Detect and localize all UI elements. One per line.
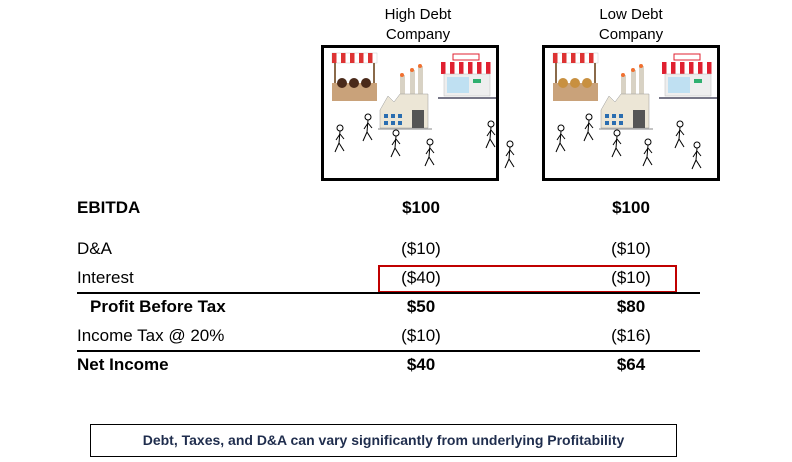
- person-walking-icon: [424, 138, 435, 167]
- row-label-income-tax: Income Tax @ 20%: [77, 326, 225, 345]
- person-walking-icon: [334, 124, 345, 153]
- market-stall-icon: [552, 52, 599, 101]
- person-walking-icon: [611, 129, 622, 158]
- row-label-da: D&A: [77, 239, 112, 258]
- header-line: Low Debt: [599, 6, 663, 23]
- person-walking-icon: [691, 141, 702, 170]
- value-low-tax: ($16): [611, 326, 651, 345]
- row-label-net-income: Net Income: [77, 355, 169, 374]
- storefront-icon: [438, 53, 496, 99]
- value-high-tax: ($10): [401, 326, 441, 345]
- value-low-da: ($10): [611, 239, 651, 258]
- high-debt-header: High Debt Company: [338, 5, 498, 45]
- header-line: High Debt: [384, 6, 452, 23]
- value-low-interest: ($10): [611, 268, 651, 287]
- value-high-net-income: $40: [406, 355, 436, 374]
- person-walking-icon: [485, 120, 496, 149]
- value-low-net-income: $64: [616, 355, 646, 374]
- value-low-ebitda: $100: [612, 198, 650, 217]
- factory-icon: [378, 64, 432, 130]
- takeaway-note: Debt, Taxes, and D&A can vary significan…: [90, 424, 677, 457]
- high-debt-company-illustration: [321, 45, 499, 181]
- market-stall-icon: [331, 52, 378, 101]
- row-label-profit-before-tax: Profit Before Tax: [90, 297, 226, 316]
- value-low-pbt: $80: [616, 297, 646, 316]
- person-walking-icon: [504, 140, 515, 169]
- interest-highlight-box: [378, 265, 677, 293]
- value-high-interest: ($40): [401, 268, 441, 287]
- row-label-ebitda: EBITDA: [77, 198, 141, 217]
- value-high-da: ($10): [401, 239, 441, 258]
- low-debt-header: Low Debt Company: [551, 5, 711, 45]
- person-walking-icon: [390, 129, 401, 158]
- company-illustrations: [331, 52, 717, 170]
- person-walking-icon: [555, 124, 566, 153]
- total-divider: [77, 350, 700, 352]
- person-walking-icon: [362, 113, 373, 142]
- storefront-icon: [659, 53, 717, 99]
- person-walking-icon: [674, 120, 685, 149]
- person-walking-icon: [583, 113, 594, 142]
- row-label-interest: Interest: [77, 268, 134, 287]
- person-walking-icon: [642, 138, 653, 167]
- value-high-pbt: $50: [406, 297, 436, 316]
- factory-icon: [599, 64, 653, 130]
- header-line: Company: [385, 26, 451, 43]
- value-high-ebitda: $100: [402, 198, 440, 217]
- header-line: Company: [598, 26, 664, 43]
- low-debt-company-illustration: [542, 45, 720, 181]
- subtotal-divider: [77, 292, 700, 294]
